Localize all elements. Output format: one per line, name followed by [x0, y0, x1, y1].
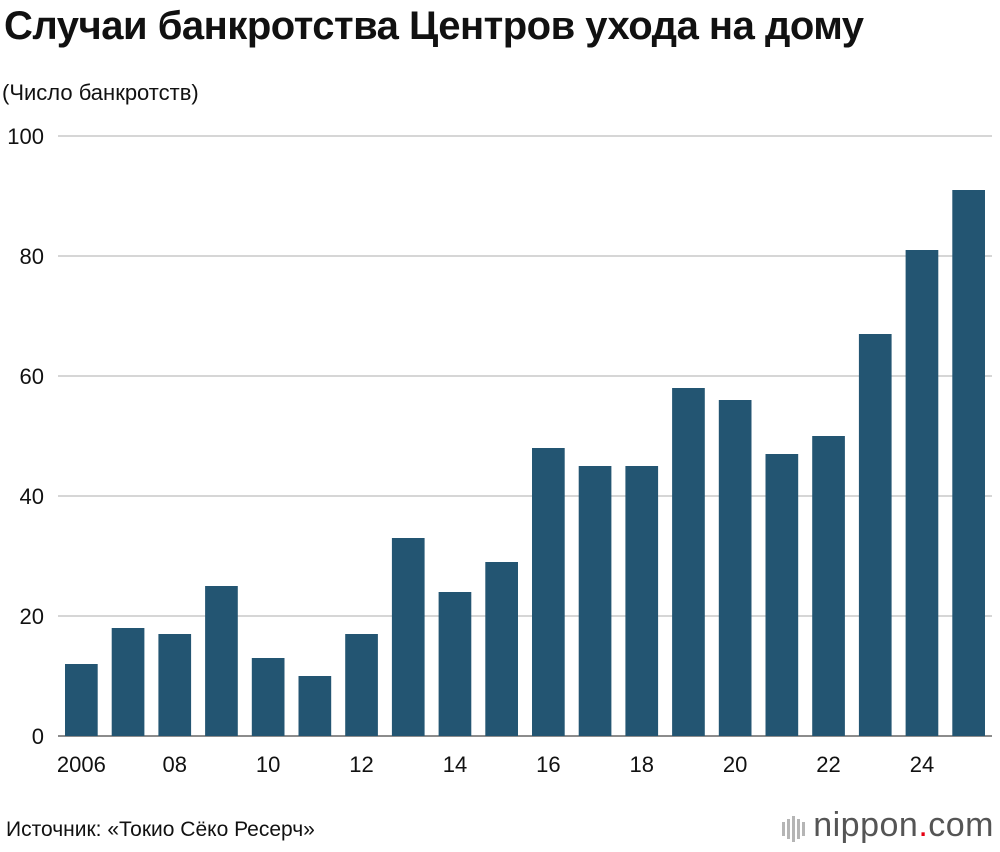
bar-16 [532, 448, 565, 736]
bar-18 [625, 466, 659, 736]
x-tick-label: 08 [163, 752, 187, 777]
bar-24 [905, 250, 939, 736]
bar-10 [251, 658, 285, 736]
bar-14 [438, 592, 472, 736]
bar-13 [391, 538, 425, 736]
logo-dot: . [918, 806, 929, 844]
bar-11 [298, 676, 332, 736]
gridlines [58, 135, 992, 737]
bar-08 [158, 634, 192, 736]
x-tick-label: 12 [349, 752, 373, 777]
bar-23 [858, 334, 892, 736]
y-axis-ticks: 0 20 40 60 80 100 [7, 124, 44, 749]
y-tick-label: 100 [7, 124, 44, 149]
x-tick-label: 24 [910, 752, 934, 777]
nippon-logo[interactable]: nippon.com [782, 806, 994, 847]
bar-22 [812, 436, 845, 736]
x-tick-label: 18 [630, 752, 654, 777]
bar-15 [485, 562, 518, 736]
bar-20 [718, 400, 752, 736]
source-note: Источник: «Токио Сёко Ресерч» [6, 818, 315, 841]
logo-name: nippon [813, 806, 919, 844]
x-tick-label: 16 [536, 752, 560, 777]
x-axis-ticks: 2006 08 10 12 14 16 18 20 22 24 [57, 752, 934, 777]
bar-09 [205, 586, 238, 736]
logo-tld: com [928, 806, 994, 844]
y-tick-label: 0 [32, 724, 44, 749]
bar-12 [345, 634, 378, 736]
logo-mark-icon [782, 808, 807, 847]
bar-19 [672, 388, 705, 736]
bar-2006 [65, 664, 98, 736]
x-tick-label: 2006 [57, 752, 106, 777]
bar-17 [578, 466, 612, 736]
y-tick-label: 40 [20, 484, 44, 509]
x-tick-label: 20 [723, 752, 747, 777]
bar-chart: 0 20 40 60 80 100 2006 08 10 12 14 16 18 20 22 24 [7, 124, 992, 777]
y-tick-label: 80 [20, 244, 44, 269]
bars [65, 190, 985, 736]
y-tick-label: 60 [20, 364, 44, 389]
bar-07 [111, 628, 145, 736]
x-tick-label: 22 [816, 752, 840, 777]
chart-title: Случаи банкротства Центров ухода на дому [4, 4, 864, 48]
bar-21 [765, 454, 799, 736]
x-tick-label: 14 [443, 752, 467, 777]
bar-25 [952, 190, 985, 736]
y-axis-label: (Число банкротств) [2, 80, 199, 105]
x-tick-label: 10 [256, 752, 280, 777]
y-tick-label: 20 [20, 604, 44, 629]
